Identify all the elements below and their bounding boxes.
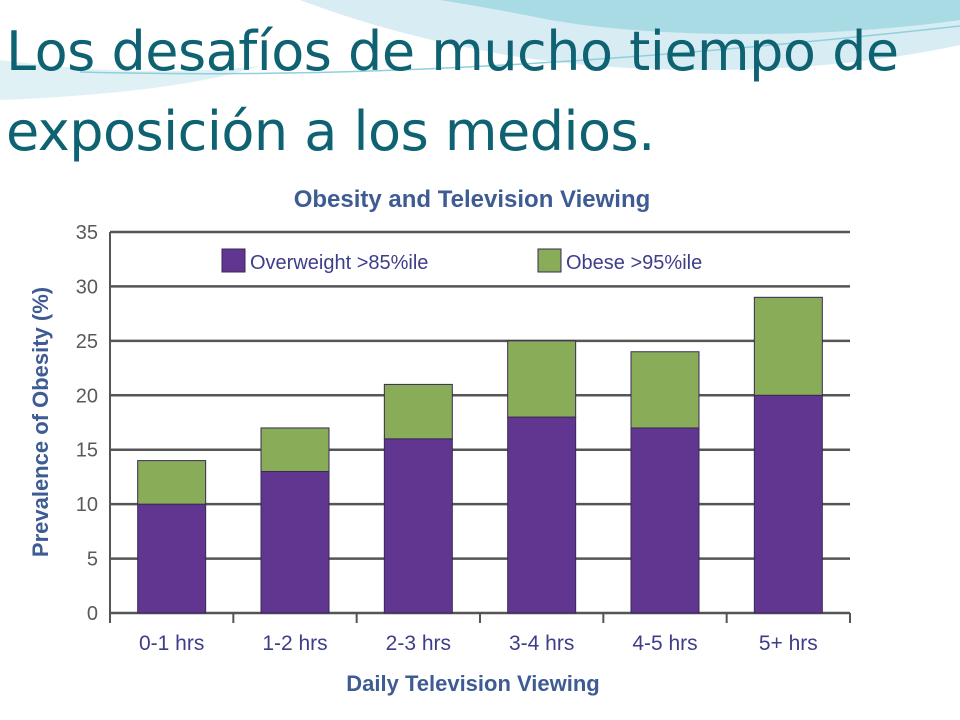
bar-overweight <box>260 470 330 614</box>
slide-title: Los desafíos de mucho tiempo de exposici… <box>6 20 899 163</box>
bar-obese <box>630 351 700 429</box>
chart-title: Obesity and Television Viewing <box>294 186 651 213</box>
bar-overweight <box>753 394 823 614</box>
bar-overweight <box>137 503 207 614</box>
slide-header-decoration <box>0 0 960 100</box>
bar-obese <box>383 383 453 440</box>
swoosh-line <box>79 25 960 75</box>
bar-obese <box>753 296 823 396</box>
x-tick-labels: 0-1 hrs 1-2 hrs 2-3 hrs 3-4 hrs 4-5 hrs 5+ hr… <box>139 632 818 655</box>
y-tick-label: 30 <box>76 276 98 298</box>
x-axis-title: Daily Television Viewing <box>346 671 600 696</box>
y-tick-label: 10 <box>76 494 98 516</box>
y-tick-label: 5 <box>87 549 98 571</box>
bar-overweight <box>383 438 453 614</box>
y-tick-label: 35 <box>76 222 98 244</box>
legend: Overweight >85%ile Obese >95%ile <box>221 248 702 274</box>
y-tick-label: 25 <box>76 331 98 353</box>
gridlines <box>109 230 851 623</box>
x-tick-label: 4-5 hrs <box>632 632 697 655</box>
y-axis-title: Prevalence of Obesity (%) <box>28 287 53 557</box>
bar-obese <box>137 460 207 505</box>
y-tick-label: 0 <box>87 603 98 625</box>
y-tick-labels: 0 5 10 15 20 25 30 35 <box>76 222 98 625</box>
light-swoosh <box>300 0 960 70</box>
legend-label: Obese >95%ile <box>566 252 702 274</box>
x-tick-label: 3-4 hrs <box>509 632 574 655</box>
y-tick-label: 20 <box>76 385 98 407</box>
x-tick-label: 0-1 hrs <box>139 632 204 655</box>
legend-label: Overweight >85%ile <box>250 252 428 274</box>
bars <box>137 296 823 614</box>
bar-obese <box>260 427 330 472</box>
legend-swatch <box>537 248 562 273</box>
x-tick-label: 5+ hrs <box>759 632 818 655</box>
bar-overweight <box>507 416 577 614</box>
bar-overweight <box>630 427 700 614</box>
light-swoosh-left <box>0 60 260 100</box>
chart: Obesity and Television Viewing Prevalenc… <box>28 186 851 696</box>
x-tick-label: 2-3 hrs <box>386 632 451 655</box>
x-tick-label: 1-2 hrs <box>262 632 327 655</box>
legend-swatch <box>221 248 246 273</box>
y-tick-label: 15 <box>76 440 98 462</box>
bar-obese <box>507 340 577 418</box>
